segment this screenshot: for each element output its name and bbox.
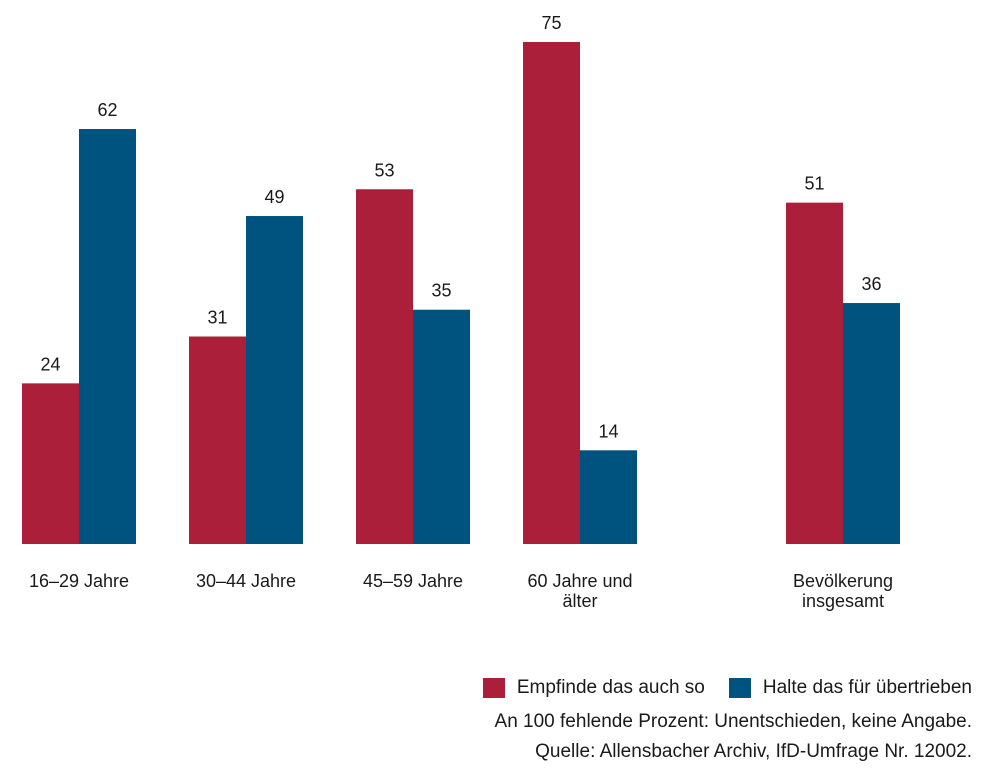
footnote: An 100 fehlende Prozent: Unentschieden, … [495,711,972,733]
bar-1-2 [189,337,246,544]
category-label-4: 60 Jahre und [527,571,632,591]
bar-1-3 [356,189,413,544]
category-label-3: 45–59 Jahre [363,571,463,591]
bar-2-5 [843,303,900,544]
category-label-5: Bevölkerung [793,571,893,591]
legend-label-series2: Halte das für übertrieben [763,677,972,699]
legend-label-series1: Empfinde das auch so [517,677,705,699]
bar-1-1 [22,383,79,544]
bar-1-4 [523,42,580,544]
data-label-2-1: 62 [97,100,117,120]
legend-swatch-series1 [483,678,505,698]
data-label-1-3: 53 [374,160,394,180]
legend-item-series1: Empfinde das auch so [483,677,705,699]
data-label-2-4: 14 [598,421,618,441]
category-label-4-line-2: älter [562,591,597,611]
data-label-1-5: 51 [804,174,824,194]
bar-1-5 [786,203,843,544]
bar-2-2 [246,216,303,544]
data-label-2-3: 35 [431,281,451,301]
data-label-1-4: 75 [541,13,561,33]
legend-item-series2: Halte das für übertrieben [729,677,972,699]
bar-2-1 [79,129,136,544]
data-label-2-2: 49 [264,187,284,207]
legend: Empfinde das auch so Halte das für übert… [459,677,972,699]
category-label-5-line-2: insgesamt [802,591,884,611]
legend-swatch-series2 [729,678,751,698]
data-label-1-2: 31 [207,308,227,328]
data-label-1-1: 24 [40,354,60,374]
category-label-1: 16–29 Jahre [29,571,129,591]
bar-2-3 [413,310,470,544]
data-label-2-5: 36 [861,274,881,294]
bar-2-4 [580,450,637,544]
bar-chart: 24 62 16–29 Jahre 31 49 30–44 Jahre 53 35 45–59 … [0,0,987,640]
category-label-2: 30–44 Jahre [196,571,296,591]
source-note: Quelle: Allensbacher Archiv, IfD-Umfrage… [535,741,972,763]
